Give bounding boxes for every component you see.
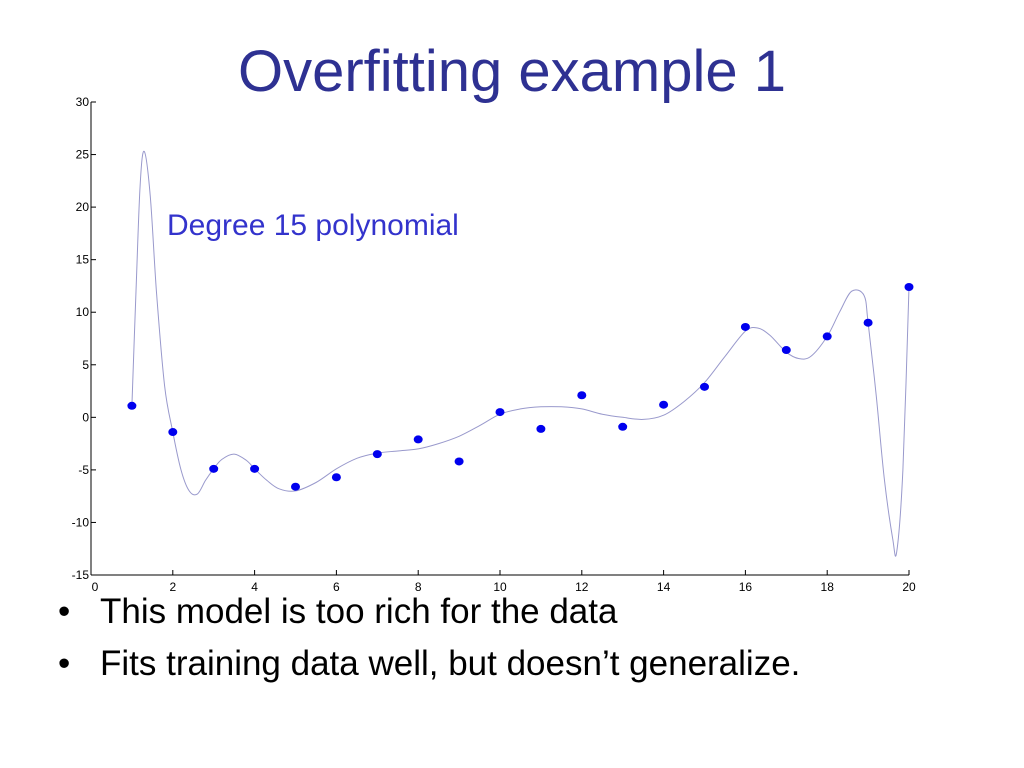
fit-curve-layer — [131, 150, 910, 557]
x-tick-label: 12 — [575, 580, 589, 594]
data-point — [740, 322, 750, 331]
x-tick-label: 0 — [92, 580, 99, 594]
data-point — [618, 422, 628, 431]
y-tick-label: -10 — [72, 515, 90, 529]
data-point — [495, 408, 505, 417]
data-points-layer — [127, 282, 914, 491]
data-point — [904, 282, 914, 291]
bullet-glyph: • — [58, 644, 71, 683]
data-point — [372, 450, 382, 459]
data-point — [536, 424, 546, 433]
bullet-item: • Fits training data well, but doesn’t g… — [58, 640, 800, 688]
bullet-item: • This model is too rich for the data — [58, 588, 800, 636]
x-tick-label: 10 — [493, 580, 507, 594]
polynomial-fit-curve — [131, 150, 910, 557]
chart-axes: -15 -10 -5 0 5 10 15 20 25 30 0 2 4 6 8 10 12 14 16 18 20 — [72, 95, 916, 594]
y-tick-label: 10 — [76, 305, 90, 319]
y-tick-label: 30 — [76, 95, 90, 109]
bullet-list: • This model is too rich for the data • … — [58, 588, 800, 692]
y-tick-label: 15 — [76, 253, 90, 267]
y-tick-label: 0 — [82, 410, 89, 424]
data-point — [209, 464, 219, 473]
x-tick-label: 20 — [902, 580, 916, 594]
x-tick-label: 2 — [169, 580, 176, 594]
x-tick-label: 16 — [739, 580, 753, 594]
y-tick-label: -5 — [78, 463, 89, 477]
data-point — [863, 318, 873, 327]
data-point — [291, 482, 300, 491]
x-tick-label: 4 — [251, 580, 258, 594]
data-point — [127, 401, 137, 410]
x-tick-label: 18 — [821, 580, 835, 594]
data-point — [168, 428, 178, 437]
data-point — [781, 346, 791, 355]
data-point — [700, 382, 709, 391]
data-point — [250, 464, 260, 473]
x-tick-label: 6 — [333, 580, 340, 594]
data-point — [331, 473, 341, 482]
data-point — [413, 435, 423, 444]
y-tick-label: 25 — [76, 148, 90, 162]
data-point — [659, 400, 669, 409]
bullet-glyph: • — [58, 592, 71, 631]
y-tick-label: 20 — [76, 200, 90, 214]
data-point — [577, 391, 587, 400]
y-tick-label: -15 — [72, 568, 90, 582]
x-tick-label: 8 — [415, 580, 422, 594]
bullet-text: This model is too rich for the data — [100, 592, 618, 631]
chart-annotation: Degree 15 polynomial — [167, 209, 459, 242]
data-point — [822, 332, 832, 341]
data-point — [454, 457, 464, 466]
bullet-text: Fits training data well, but doesn’t gen… — [100, 644, 801, 683]
y-tick-label: 5 — [82, 358, 89, 372]
x-tick-label: 14 — [657, 580, 671, 594]
slide-title: Overfitting example 1 — [237, 39, 787, 104]
